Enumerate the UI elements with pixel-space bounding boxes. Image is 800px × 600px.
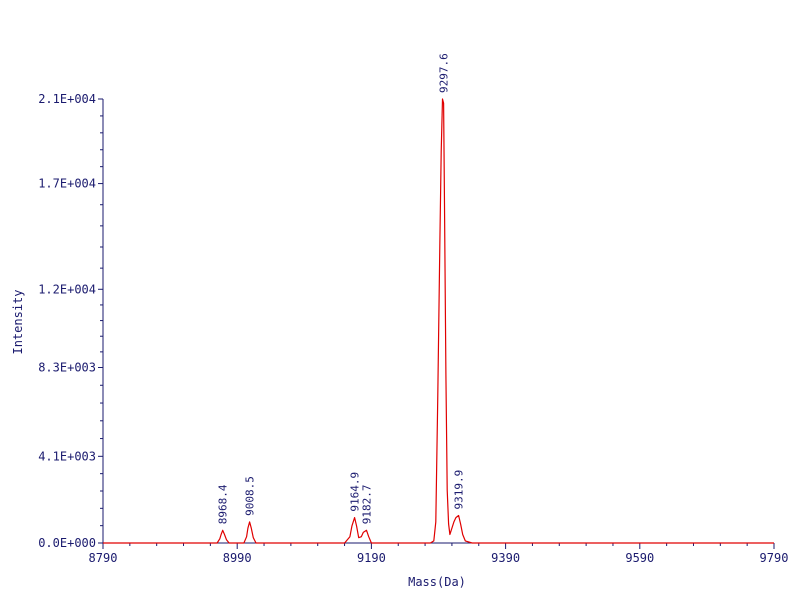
peak-label: 9008.5	[244, 476, 257, 516]
peak-label: 9164.9	[349, 472, 362, 512]
y-axis: 0.0E+000 4.1E+003 8.3E+003 1.2E+004 1.7E+004…	[38, 92, 104, 550]
y-tick-label: 1.7E+004	[38, 177, 96, 191]
peak-label: 9319.9	[453, 470, 466, 510]
plot-series	[103, 98, 774, 544]
x-tick-label: 9790	[760, 551, 789, 565]
y-tick-label: 8.3E+003	[38, 361, 96, 375]
peak-label: 9297.6	[438, 53, 451, 93]
x-tick-label: 8790	[89, 551, 118, 565]
x-tick-label: 9190	[357, 551, 386, 565]
x-tick-label: 9390	[491, 551, 520, 565]
y-tick-label: 4.1E+003	[38, 449, 96, 463]
y-tick-label: 2.1E+004	[38, 92, 96, 106]
x-tick-label: 9590	[625, 551, 654, 565]
y-axis-title: Intensity	[11, 289, 25, 354]
x-axis-title: Mass(Da)	[408, 575, 466, 589]
y-tick-label: 0.0E+000	[38, 536, 96, 550]
peak-label: 9182.7	[361, 485, 374, 525]
x-axis: 8790 8990 9190 9390 9590 9790	[89, 542, 789, 565]
x-tick-label: 8990	[223, 551, 252, 565]
peak-label: 8968.4	[217, 484, 230, 524]
y-tick-label: 1.2E+004	[38, 282, 96, 296]
spectrum-line	[103, 98, 774, 544]
